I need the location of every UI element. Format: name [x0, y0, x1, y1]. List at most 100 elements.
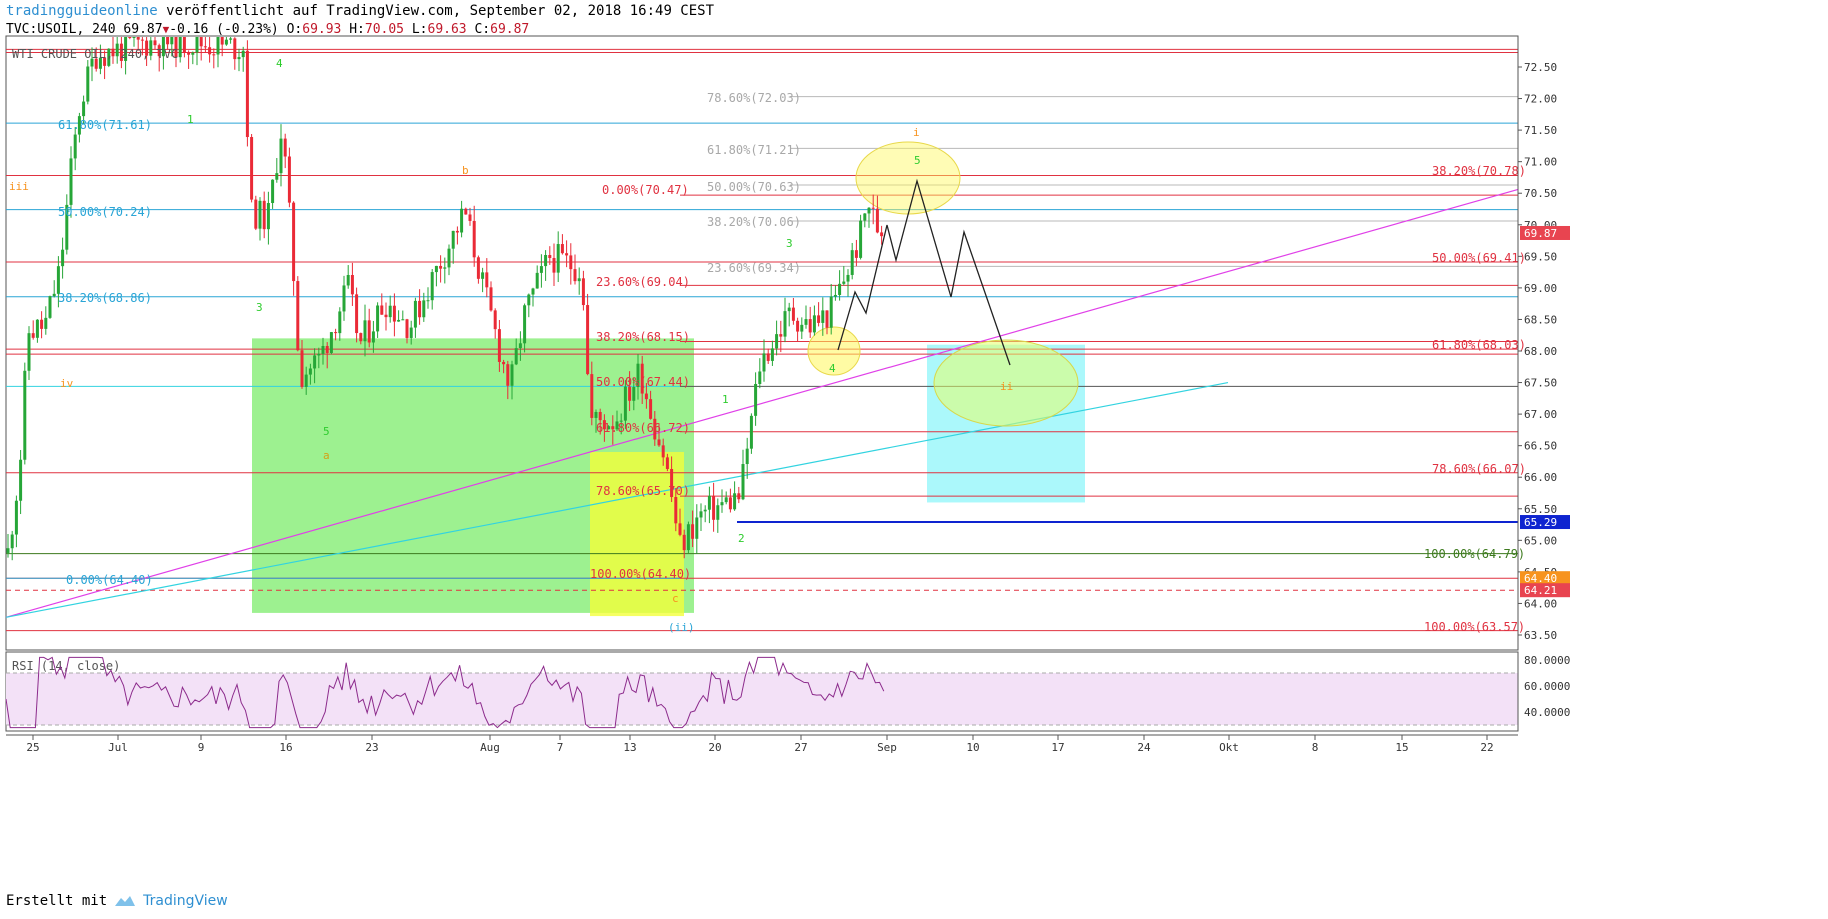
- candle-body: [745, 448, 749, 465]
- candle-body: [262, 200, 266, 230]
- candle-body: [195, 37, 199, 53]
- tradingview-logo-icon: [115, 896, 136, 906]
- price-tick-label: 64.00: [1524, 597, 1557, 610]
- price-tag: [1520, 225, 1570, 240]
- candle-body: [724, 497, 728, 503]
- candle-body: [258, 200, 262, 229]
- candle-body: [800, 324, 804, 332]
- candle-body: [455, 230, 459, 233]
- price-axis: 72.5072.0071.5071.0070.5070.0069.5069.00…: [1517, 36, 1570, 650]
- candle-body: [300, 350, 304, 387]
- candle-body: [145, 40, 149, 56]
- candle-body: [363, 320, 367, 342]
- fib-label: 100.00%(64.40): [590, 567, 691, 581]
- time-tick-label: 20: [708, 741, 721, 754]
- author-link[interactable]: tradingguideonline: [6, 3, 158, 19]
- candle-body: [430, 272, 434, 301]
- candle-body: [35, 319, 39, 338]
- fib-label: 38.20%(70.78): [1432, 164, 1526, 178]
- price-tick-label: 71.00: [1524, 156, 1557, 169]
- candle-body: [321, 345, 325, 354]
- candle-body: [665, 457, 669, 469]
- tradingview-brand[interactable]: TradingView: [143, 893, 228, 909]
- wave-label: iii: [9, 180, 29, 193]
- time-tick-label: 23: [365, 741, 378, 754]
- candle-body: [90, 58, 94, 67]
- candle-body: [220, 37, 224, 45]
- candle-body: [733, 493, 737, 510]
- candle-body: [27, 333, 31, 371]
- price-tag: [1520, 515, 1570, 530]
- candle-body: [140, 39, 144, 41]
- candle-body: [754, 383, 758, 416]
- candle-body: [468, 214, 472, 221]
- publish-header: tradingguideonline veröffentlicht auf Tr…: [6, 3, 714, 19]
- candle-body: [783, 311, 787, 337]
- candle-body: [497, 329, 501, 362]
- wave-label: 5: [323, 425, 330, 438]
- fib-label: 0.00%(70.47): [602, 183, 689, 197]
- candle-body: [821, 310, 825, 323]
- candle-body: [527, 294, 531, 306]
- fib-label: 50.00%(70.24): [58, 205, 152, 219]
- candle-body: [863, 213, 867, 221]
- candle-body: [69, 158, 73, 205]
- candle-body: [98, 57, 102, 69]
- yellow-zone-box: [590, 451, 684, 617]
- candle-body: [56, 266, 60, 294]
- time-tick-label: 13: [623, 741, 636, 754]
- candle-body: [573, 269, 577, 282]
- fib-label: 100.00%(63.57): [1424, 620, 1525, 634]
- candle-body: [464, 208, 468, 215]
- candle-body: [518, 343, 522, 349]
- candle-body: [174, 37, 178, 58]
- candle-body: [6, 548, 10, 553]
- price-tick-label: 68.50: [1524, 313, 1557, 326]
- candle-body: [329, 332, 333, 354]
- candle-body: [825, 310, 829, 328]
- wave-label: 1: [187, 113, 194, 126]
- candle-body: [493, 310, 497, 330]
- candle-body: [636, 363, 640, 388]
- fib-label: 61.80%(71.21): [707, 143, 801, 157]
- price-tick-label: 66.00: [1524, 471, 1557, 484]
- candle-body: [376, 305, 380, 332]
- candle-body: [350, 275, 354, 295]
- footer: Erstellt mit TradingView: [6, 893, 228, 909]
- candle-body: [854, 250, 858, 258]
- candle-body: [132, 37, 136, 38]
- time-tick-label: 7: [557, 741, 564, 754]
- candle-body: [199, 37, 203, 47]
- candle-body: [153, 40, 157, 46]
- candle-body: [187, 52, 191, 55]
- fib-label: 78.60%(72.03): [707, 91, 801, 105]
- price-tick-label: 72.50: [1524, 61, 1557, 74]
- fib-label: 100.00%(64.79): [1424, 547, 1525, 561]
- candle-body: [514, 348, 518, 365]
- candle-body: [367, 320, 371, 343]
- ellipse-wave-4: [807, 326, 861, 376]
- candle-body: [552, 258, 556, 273]
- candle-body: [623, 386, 627, 421]
- candle-body: [829, 296, 833, 328]
- time-tick-label: 9: [198, 741, 205, 754]
- candle-body: [241, 50, 245, 58]
- time-tick-label: Okt: [1219, 741, 1239, 754]
- candle-body: [720, 502, 724, 506]
- symbol-text: TVC:USOIL: [6, 22, 77, 37]
- candle-body: [31, 333, 35, 338]
- candle-body: [203, 46, 207, 48]
- candle-body: [762, 353, 766, 372]
- wave-label: (ii): [668, 621, 695, 634]
- price-tag: [1520, 583, 1570, 598]
- candle-body: [304, 374, 308, 387]
- magenta-trendline: [5, 188, 1519, 618]
- candle-body: [439, 265, 443, 269]
- candle-body: [229, 38, 233, 40]
- candle-body: [237, 57, 241, 60]
- plot-frame: [5, 35, 1519, 651]
- candle-body: [380, 305, 384, 315]
- candle-body: [271, 179, 275, 204]
